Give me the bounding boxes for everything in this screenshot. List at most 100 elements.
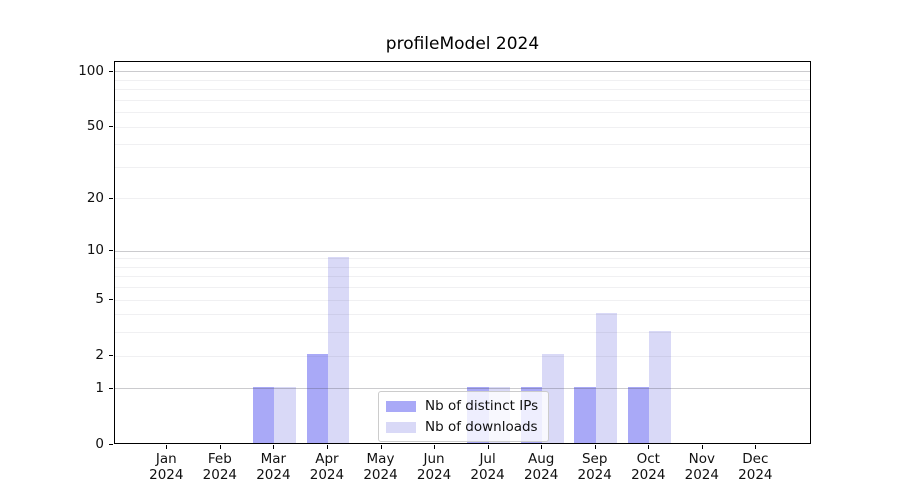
gridline-major	[115, 250, 810, 252]
y-tick-label: 0	[95, 436, 104, 452]
y-tick-label: 1	[95, 379, 104, 396]
gridline-minor	[115, 266, 810, 268]
x-tick-year: 2024	[684, 467, 719, 483]
bar-nb-of-distinct-ips-mar	[253, 386, 275, 443]
y-tick-mark	[109, 197, 113, 199]
gridline-minor	[115, 144, 810, 146]
x-tick-label-dec: Dec 2024	[723, 451, 787, 483]
x-tick-mark	[701, 445, 703, 449]
y-tick-label: 100	[78, 62, 104, 79]
x-tick-mark	[648, 445, 650, 449]
x-tick-month: Dec	[742, 451, 769, 467]
x-tick-label-mar: Mar 2024	[241, 451, 305, 483]
bar-nb-of-distinct-ips-apr	[306, 354, 328, 443]
x-tick-label-may: May 2024	[349, 451, 413, 483]
x-tick-mark	[434, 445, 436, 449]
legend: Nb of distinct IPs Nb of downloads	[378, 391, 550, 442]
x-tick-year: 2024	[309, 467, 345, 483]
x-tick-year: 2024	[738, 467, 773, 483]
y-tick-mark	[109, 355, 113, 357]
x-tick-label-feb: Feb 2024	[188, 451, 252, 483]
gridline-minor	[115, 79, 810, 81]
x-tick-mark	[755, 445, 757, 449]
gridline-minor	[115, 276, 810, 278]
y-tick-mark	[109, 387, 113, 389]
x-tick-label-oct: Oct 2024	[616, 451, 680, 483]
bar-nb-of-distinct-ips-oct	[627, 386, 650, 443]
x-tick-label-sep: Sep 2024	[563, 451, 627, 483]
chart-title: profileModel 2024	[385, 34, 540, 54]
legend-label-distinct-ips: Nb of distinct IPs	[425, 398, 539, 414]
x-tick-month: Feb	[207, 451, 232, 467]
x-tick-year: 2024	[523, 467, 559, 483]
x-tick-month: Mar	[260, 451, 287, 467]
x-tick-year: 2024	[631, 467, 666, 483]
legend-swatch-distinct-ips	[386, 400, 416, 412]
x-tick-mark	[594, 445, 596, 449]
x-tick-label-apr: Apr 2024	[295, 451, 359, 483]
y-tick-label: 50	[86, 118, 104, 135]
x-tick-mark	[326, 445, 328, 449]
bar-nb-of-downloads-sep	[595, 312, 618, 443]
gridline-minor	[115, 112, 810, 114]
legend-swatch-downloads	[386, 421, 416, 433]
x-tick-year: 2024	[149, 467, 184, 483]
bar-nb-of-downloads-mar	[274, 386, 296, 443]
x-tick-label-aug: Aug 2024	[509, 451, 573, 483]
y-tick-mark	[109, 299, 113, 301]
gridline-minor	[115, 258, 810, 260]
x-tick-mark	[219, 445, 221, 449]
x-tick-year: 2024	[577, 467, 612, 483]
x-tick-label-jan: Jan 2024	[134, 451, 198, 483]
x-tick-mark	[166, 445, 168, 449]
gridline-minor	[115, 89, 810, 91]
x-tick-month: Sep	[581, 451, 608, 467]
y-tick-mark	[109, 444, 113, 445]
y-tick-label: 20	[86, 189, 104, 206]
legend-item-downloads: Nb of downloads	[386, 419, 538, 435]
x-tick-month: May	[366, 451, 395, 467]
x-tick-month: Jan	[155, 451, 177, 467]
x-tick-year: 2024	[363, 467, 398, 483]
gridline-minor	[115, 314, 810, 316]
y-tick-label: 10	[86, 242, 104, 259]
gridline-minor	[115, 287, 810, 289]
x-tick-month: Oct	[636, 451, 660, 467]
y-tick-mark	[109, 126, 113, 128]
x-tick-month: Jul	[479, 451, 496, 467]
x-tick-month: Nov	[688, 451, 715, 467]
y-tick-mark	[109, 70, 113, 72]
y-tick-mark	[109, 250, 113, 252]
x-tick-mark	[380, 445, 382, 449]
y-tick-label: 5	[95, 291, 104, 308]
gridline-minor	[115, 166, 810, 168]
x-tick-label-nov: Nov 2024	[670, 451, 734, 483]
x-tick-label-jun: Jun 2024	[402, 451, 466, 483]
x-tick-month: Aug	[527, 451, 555, 467]
bar-nb-of-downloads-apr	[327, 256, 350, 443]
gridline-minor	[115, 126, 810, 128]
gridline-major	[115, 71, 810, 73]
gridline-minor	[115, 299, 810, 301]
bar-nb-of-downloads-oct	[649, 330, 671, 443]
gridline-major	[115, 388, 810, 390]
x-tick-mark	[487, 445, 489, 449]
x-tick-year: 2024	[470, 467, 505, 483]
bar-nb-of-distinct-ips-sep	[574, 386, 596, 443]
x-tick-year: 2024	[202, 467, 238, 483]
x-tick-month: Jun	[423, 451, 445, 467]
x-tick-mark	[273, 445, 275, 449]
x-tick-label-jul: Jul 2024	[456, 451, 520, 483]
gridline-minor	[115, 198, 810, 200]
legend-item-distinct-ips: Nb of distinct IPs	[386, 398, 538, 414]
x-tick-year: 2024	[256, 467, 291, 483]
gridline-minor	[115, 355, 810, 357]
gridline-minor	[115, 332, 810, 334]
legend-label-downloads: Nb of downloads	[425, 419, 538, 435]
plot-area	[114, 61, 811, 444]
gridline-minor	[115, 99, 810, 101]
x-tick-mark	[541, 445, 543, 449]
x-tick-month: Apr	[315, 451, 339, 467]
y-tick-label: 2	[95, 347, 104, 364]
